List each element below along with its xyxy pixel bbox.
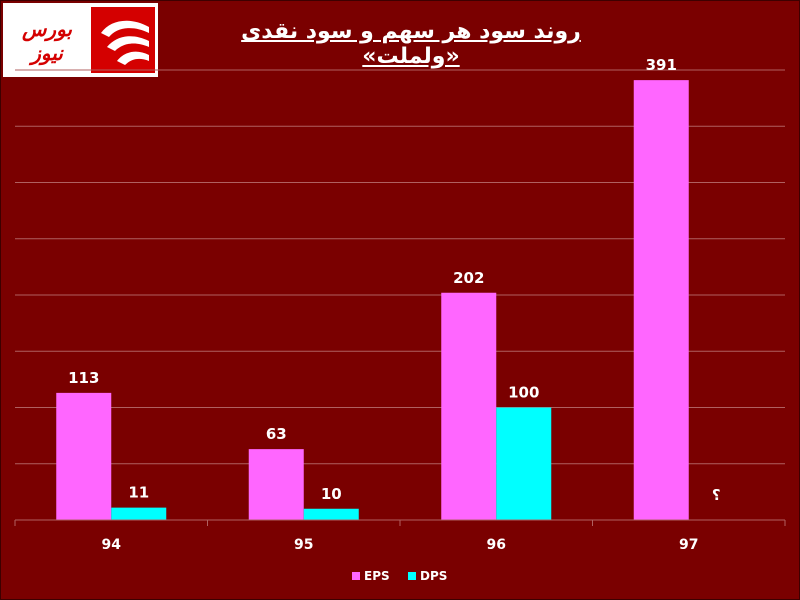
legend-swatch-dps [408,572,416,580]
data-label-dps-94: 11 [128,484,149,502]
data-label-eps-96: 202 [453,269,484,287]
bar-eps-96 [441,292,497,520]
x-tick-label-97: 97 [679,537,698,553]
bar-dps-95 [303,508,359,520]
bourse-news-logo: بورس نیوز [3,3,158,77]
data-label-eps-94: 113 [68,369,99,387]
bar-eps-95 [248,449,304,520]
bar-dps-96 [496,407,552,520]
x-tick-label-96: 96 [487,537,506,553]
legend-label-eps: EPS [364,569,390,583]
data-label-eps-95: 63 [266,425,287,443]
bar-dps-94 [111,507,167,520]
logo-text: بورس نیوز [22,17,72,65]
x-axis: 94 95 96 97 [14,519,786,553]
data-label-dps-95: 10 [321,485,342,503]
data-labels: 113 11 63 10 202 100 391 ؟ [68,56,721,504]
data-label-dps-97: ؟ [712,486,721,504]
legend: EPS DPS [352,569,447,583]
chart-title: روند سود هر سهم و سود نقدی «ولملت» [241,19,581,69]
x-tick-label-95: 95 [294,537,313,553]
legend-swatch-eps [352,572,360,580]
data-label-dps-96: 100 [508,384,539,402]
bar-eps-97 [633,80,689,520]
legend-label-dps: DPS [420,569,447,583]
logo-mark-icon [91,7,155,73]
bar-eps-94 [56,392,112,520]
bars [56,80,689,520]
x-tick-label-94: 94 [102,537,122,553]
data-label-eps-97: 391 [646,56,677,74]
